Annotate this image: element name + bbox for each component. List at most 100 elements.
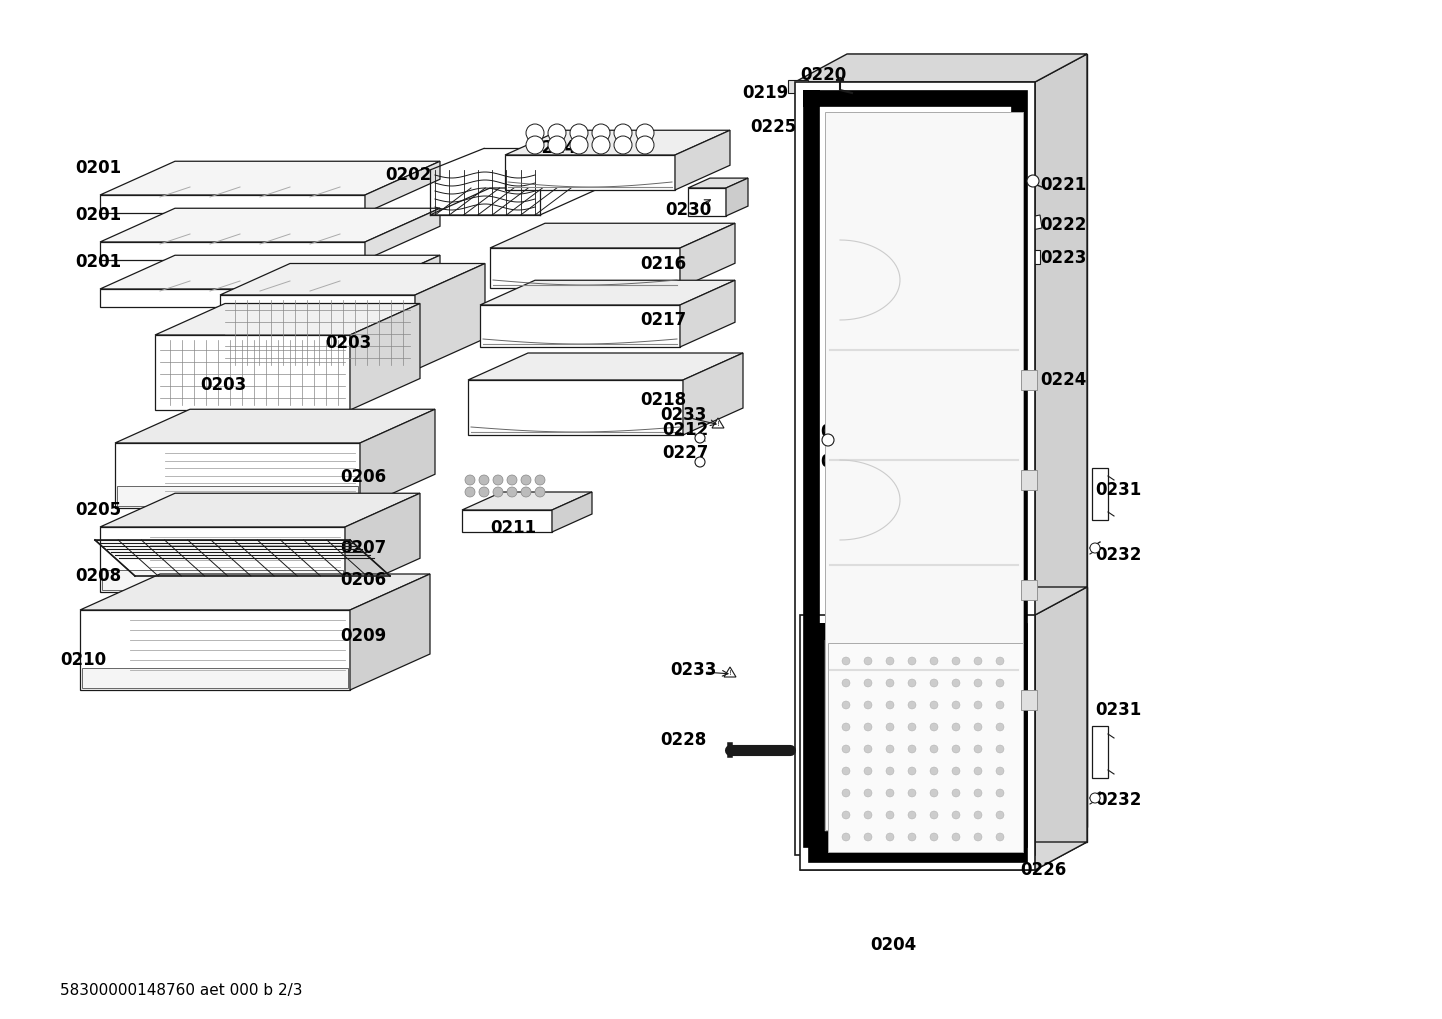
Polygon shape xyxy=(725,178,748,216)
Polygon shape xyxy=(688,178,748,187)
Text: !: ! xyxy=(717,421,720,427)
Text: 0219: 0219 xyxy=(743,84,789,102)
Text: 0214: 0214 xyxy=(531,139,577,157)
Circle shape xyxy=(996,789,1004,797)
Text: !: ! xyxy=(728,671,731,676)
Polygon shape xyxy=(1021,370,1037,390)
Circle shape xyxy=(885,833,894,841)
Text: 0226: 0226 xyxy=(1019,861,1066,879)
Circle shape xyxy=(996,833,1004,841)
Circle shape xyxy=(1090,793,1100,803)
Circle shape xyxy=(973,767,982,775)
Polygon shape xyxy=(461,510,552,532)
Polygon shape xyxy=(800,587,1087,615)
Circle shape xyxy=(548,124,567,142)
Polygon shape xyxy=(469,353,743,380)
Circle shape xyxy=(842,657,849,665)
Circle shape xyxy=(864,657,872,665)
Polygon shape xyxy=(360,410,435,508)
Circle shape xyxy=(996,679,1004,687)
Polygon shape xyxy=(99,208,440,242)
Circle shape xyxy=(952,679,960,687)
Polygon shape xyxy=(825,112,1022,830)
Circle shape xyxy=(996,767,1004,775)
Circle shape xyxy=(842,833,849,841)
Text: 0223: 0223 xyxy=(1040,249,1086,267)
Circle shape xyxy=(636,136,655,154)
Polygon shape xyxy=(688,187,725,216)
Circle shape xyxy=(842,811,849,819)
Circle shape xyxy=(535,487,545,497)
Circle shape xyxy=(885,701,894,709)
Circle shape xyxy=(908,701,916,709)
Circle shape xyxy=(952,745,960,753)
Polygon shape xyxy=(115,410,435,443)
Circle shape xyxy=(973,723,982,731)
Circle shape xyxy=(842,767,849,775)
Polygon shape xyxy=(681,223,735,288)
Circle shape xyxy=(1090,543,1100,553)
Polygon shape xyxy=(82,668,348,688)
Polygon shape xyxy=(1035,54,1087,855)
Circle shape xyxy=(593,136,610,154)
Text: 0233: 0233 xyxy=(671,661,717,679)
Circle shape xyxy=(535,475,545,485)
Text: 0230: 0230 xyxy=(665,201,711,219)
Text: 0224: 0224 xyxy=(1040,371,1086,389)
Circle shape xyxy=(973,745,982,753)
Circle shape xyxy=(593,124,610,142)
Circle shape xyxy=(1027,175,1040,187)
Text: 0232: 0232 xyxy=(1094,791,1142,809)
Polygon shape xyxy=(795,54,1087,82)
Circle shape xyxy=(548,136,567,154)
Polygon shape xyxy=(490,223,735,248)
Circle shape xyxy=(973,789,982,797)
Circle shape xyxy=(930,701,937,709)
Circle shape xyxy=(864,833,872,841)
Circle shape xyxy=(930,811,937,819)
Circle shape xyxy=(864,789,872,797)
Circle shape xyxy=(973,679,982,687)
Polygon shape xyxy=(350,574,430,690)
Polygon shape xyxy=(345,493,420,592)
Circle shape xyxy=(864,679,872,687)
Text: 0208: 0208 xyxy=(75,567,121,585)
Circle shape xyxy=(614,136,632,154)
Circle shape xyxy=(885,679,894,687)
Polygon shape xyxy=(221,294,415,370)
Circle shape xyxy=(864,745,872,753)
Text: 0218: 0218 xyxy=(640,391,686,409)
Circle shape xyxy=(952,723,960,731)
Polygon shape xyxy=(787,81,808,93)
Circle shape xyxy=(908,833,916,841)
Text: 0207: 0207 xyxy=(340,539,386,557)
Text: 0235: 0235 xyxy=(820,423,867,441)
Circle shape xyxy=(521,475,531,485)
Text: 0202: 0202 xyxy=(385,166,431,184)
Circle shape xyxy=(908,679,916,687)
Circle shape xyxy=(636,124,655,142)
Polygon shape xyxy=(99,242,365,260)
Polygon shape xyxy=(99,289,365,307)
Circle shape xyxy=(996,745,1004,753)
Polygon shape xyxy=(552,492,593,532)
Circle shape xyxy=(952,833,960,841)
Text: 0227: 0227 xyxy=(662,444,708,462)
Circle shape xyxy=(695,457,705,467)
Text: 0201: 0201 xyxy=(75,159,121,177)
Polygon shape xyxy=(154,304,420,335)
Text: 0201: 0201 xyxy=(75,206,121,224)
Text: 0203: 0203 xyxy=(324,334,371,352)
Text: 0209: 0209 xyxy=(340,627,386,645)
Circle shape xyxy=(864,767,872,775)
Polygon shape xyxy=(681,280,735,347)
Polygon shape xyxy=(712,418,724,428)
Polygon shape xyxy=(800,615,1035,870)
Circle shape xyxy=(521,487,531,497)
Circle shape xyxy=(952,657,960,665)
Text: 0205: 0205 xyxy=(75,501,121,519)
Circle shape xyxy=(973,833,982,841)
Polygon shape xyxy=(1035,587,1087,870)
Polygon shape xyxy=(490,248,681,288)
Polygon shape xyxy=(79,610,350,690)
